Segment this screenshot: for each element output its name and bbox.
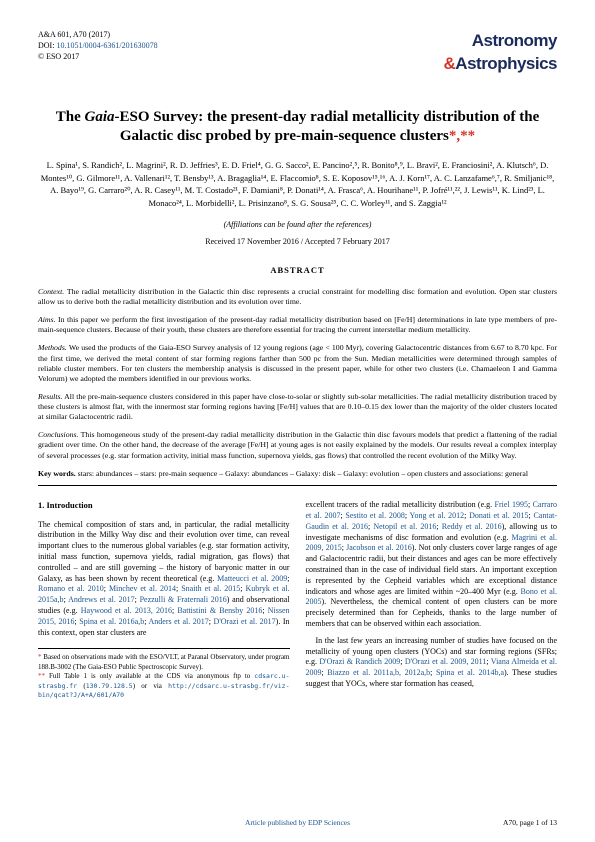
abstract-results: Results. All the pre-main-sequence clust… bbox=[38, 392, 557, 422]
page-number: A70, page 1 of 13 bbox=[503, 818, 557, 828]
column-left: 1. Introduction The chemical composition… bbox=[38, 500, 290, 700]
title-block: The Gaia-ESO Survey: the present-day rad… bbox=[38, 108, 557, 147]
abstract-aims: Aims. In this paper we perform the first… bbox=[38, 315, 557, 335]
copyright: © ESO 2017 bbox=[38, 52, 158, 63]
publisher-link[interactable]: Article published by EDP Sciences bbox=[245, 818, 350, 827]
article-title: The Gaia-ESO Survey: the present-day rad… bbox=[38, 108, 557, 147]
intro-paragraph-1: The chemical composition of stars and, i… bbox=[38, 520, 290, 639]
body-columns: 1. Introduction The chemical composition… bbox=[38, 500, 557, 700]
footnote-2: ** Full Table 1 is only available at the… bbox=[38, 672, 290, 700]
footnote-1: * Based on observations made with the ES… bbox=[38, 653, 290, 672]
intro-paragraph-3: In the last few years an increasing numb… bbox=[306, 636, 558, 690]
journal-line2: &Astrophysics bbox=[444, 53, 557, 76]
abstract-heading: ABSTRACT bbox=[38, 265, 557, 276]
intro-paragraph-2: excellent tracers of the radial metallic… bbox=[306, 500, 558, 630]
doi-label: DOI: bbox=[38, 41, 54, 50]
journal-line: Astronomy bbox=[444, 30, 557, 53]
abstract-conclusions: Conclusions. This homogeneous study of t… bbox=[38, 430, 557, 460]
article-reference: A&A 601, A70 (2017) bbox=[38, 30, 158, 41]
journal-word2: Astrophysics bbox=[455, 54, 557, 73]
header-meta: A&A 601, A70 (2017) DOI: 10.1051/0004-63… bbox=[38, 30, 158, 62]
journal-word1: Astronomy bbox=[472, 31, 557, 50]
abstract-methods: Methods. We used the products of the Gai… bbox=[38, 343, 557, 384]
doi-link[interactable]: 10.1051/0004-6361/201630078 bbox=[56, 41, 157, 50]
affiliation-note: (Affiliations can be found after the ref… bbox=[38, 220, 557, 231]
author-list: L. Spina¹, S. Randich², L. Magrini², R. … bbox=[38, 159, 557, 210]
footnotes: * Based on observations made with the ES… bbox=[38, 648, 290, 700]
section-heading: 1. Introduction bbox=[38, 500, 290, 511]
journal-ampersand: & bbox=[444, 54, 456, 73]
received-accepted-dates: Received 17 November 2016 / Accepted 7 F… bbox=[38, 237, 557, 248]
header-row: A&A 601, A70 (2017) DOI: 10.1051/0004-63… bbox=[38, 30, 557, 76]
journal-logo: Astronomy &Astrophysics bbox=[444, 30, 557, 76]
doi-line: DOI: 10.1051/0004-6361/201630078 bbox=[38, 41, 158, 52]
title-footnote-marker: *,** bbox=[449, 128, 475, 144]
abstract-context: Context. The radial metallicity distribu… bbox=[38, 287, 557, 307]
column-right: excellent tracers of the radial metallic… bbox=[306, 500, 558, 700]
keywords: Key words. stars: abundances – stars: pr… bbox=[38, 469, 557, 480]
horizontal-rule bbox=[38, 485, 557, 486]
